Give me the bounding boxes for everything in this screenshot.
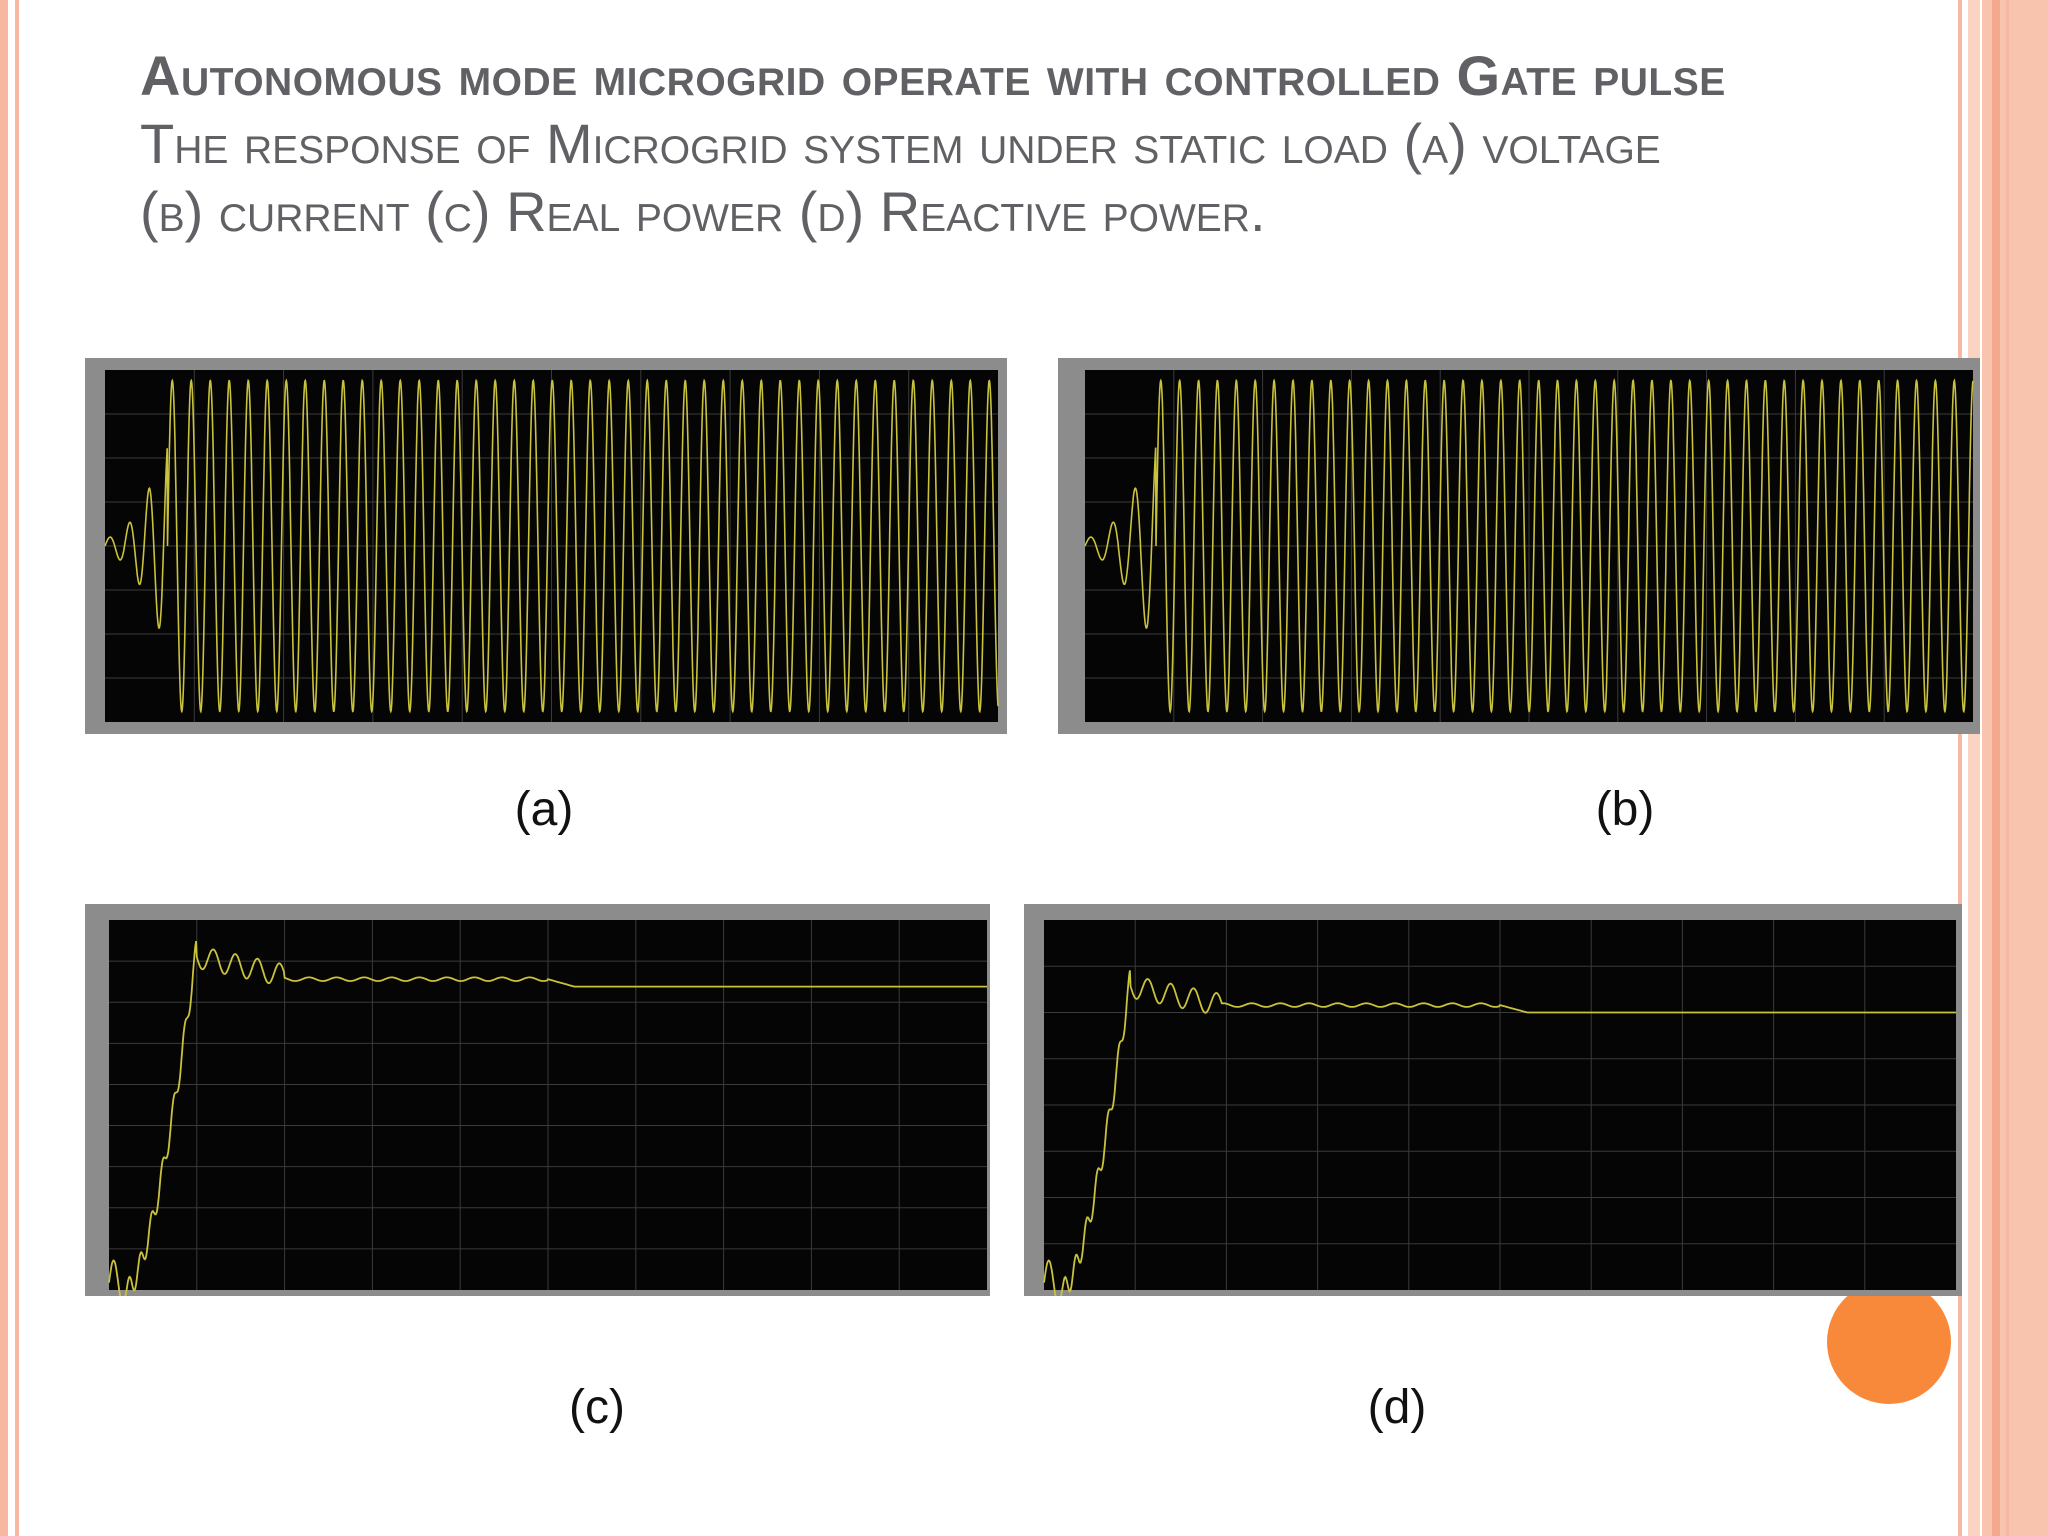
right-border-stripe-light: [1968, 0, 1980, 1536]
caption-b: (b): [1595, 783, 1655, 836]
signal-trace: [108, 940, 987, 1296]
signal-trace: [1043, 970, 1956, 1296]
real-power-scope-plot: [85, 904, 990, 1296]
signal-trace: [1084, 377, 1974, 715]
current-scope-plot: [1058, 358, 1980, 734]
signal-trace: [104, 378, 999, 714]
caption-a: (a): [514, 783, 574, 836]
current-scope-svg: [1084, 370, 1974, 722]
accent-circle: [1827, 1280, 1951, 1404]
slide-title-line-2: The response of Microgrid system under s…: [140, 112, 1661, 175]
voltage-scope-svg: [104, 370, 999, 722]
left-border-stripe-thin: [15, 0, 19, 1536]
slide-title-line-3: (b) current (c) Real power (d) Reactive …: [140, 180, 1266, 243]
right-border-stripe-thin: [1958, 0, 1962, 1536]
reactive-power-scope-svg: [1043, 920, 1956, 1296]
real-power-scope-svg: [108, 920, 987, 1296]
slide-title: Autonomous mode microgrid operate with c…: [140, 42, 1940, 246]
right-border-stripe-dark: [1992, 0, 2000, 1536]
caption-d: (d): [1367, 1381, 1427, 1434]
voltage-scope-plot: [85, 358, 1007, 734]
right-border-stripe-edge: [2006, 0, 2009, 1536]
left-border-stripe: [0, 0, 8, 1536]
slide-title-heading: Autonomous mode microgrid operate with c…: [140, 44, 1726, 107]
reactive-power-scope-plot: [1024, 904, 1962, 1296]
caption-c: (c): [569, 1381, 625, 1434]
